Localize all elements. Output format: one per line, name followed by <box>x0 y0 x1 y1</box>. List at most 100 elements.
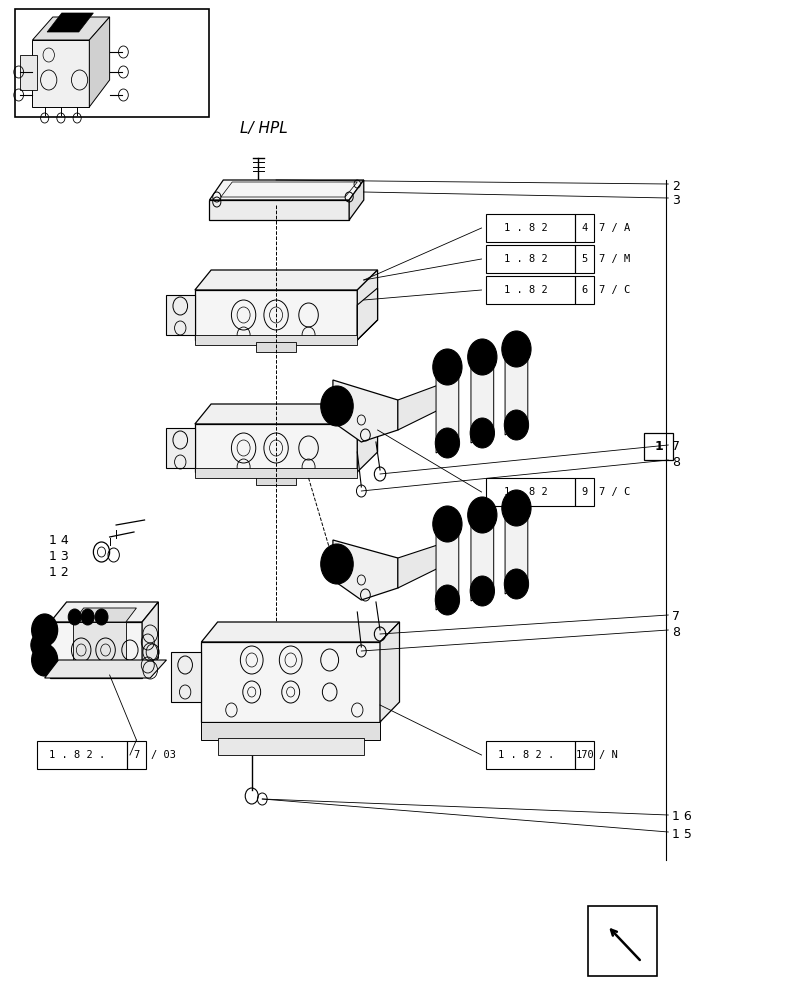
Polygon shape <box>470 347 493 443</box>
Bar <box>574 478 594 506</box>
Circle shape <box>320 544 353 584</box>
Polygon shape <box>504 339 527 435</box>
Polygon shape <box>73 622 126 664</box>
Circle shape <box>432 349 461 385</box>
Polygon shape <box>170 652 201 702</box>
Text: 1 . 8 2: 1 . 8 2 <box>504 254 547 264</box>
Polygon shape <box>195 404 377 424</box>
Circle shape <box>470 418 494 448</box>
Polygon shape <box>166 428 195 468</box>
Polygon shape <box>357 404 377 472</box>
Bar <box>485 741 574 769</box>
Circle shape <box>470 576 494 606</box>
Polygon shape <box>504 498 527 594</box>
Polygon shape <box>470 505 493 601</box>
Polygon shape <box>209 200 349 220</box>
Text: / 03: / 03 <box>151 750 176 760</box>
Polygon shape <box>45 660 166 678</box>
Polygon shape <box>436 357 458 453</box>
Polygon shape <box>47 13 93 32</box>
Text: 7 / A: 7 / A <box>599 223 629 233</box>
Text: 9: 9 <box>581 487 587 497</box>
Circle shape <box>504 569 528 599</box>
Text: 1 . 8 2: 1 . 8 2 <box>504 285 547 295</box>
Bar <box>485 478 574 506</box>
Bar <box>574 276 594 304</box>
Polygon shape <box>397 542 454 588</box>
Text: 1: 1 <box>654 440 662 453</box>
Text: 1 . 8 2 .: 1 . 8 2 . <box>497 750 553 760</box>
Circle shape <box>501 331 530 367</box>
Text: 8: 8 <box>672 456 680 468</box>
Text: 1 3: 1 3 <box>49 550 68 562</box>
Text: 5: 5 <box>581 254 587 264</box>
Polygon shape <box>142 602 158 678</box>
Text: 170: 170 <box>574 750 594 760</box>
Polygon shape <box>50 602 158 622</box>
Text: L/ HPL: L/ HPL <box>239 120 287 135</box>
Text: 8: 8 <box>672 626 680 639</box>
Polygon shape <box>201 622 399 642</box>
Bar <box>485 214 574 242</box>
Circle shape <box>501 490 530 526</box>
Polygon shape <box>32 17 109 40</box>
Bar <box>485 245 574 273</box>
Polygon shape <box>73 608 136 622</box>
Text: 1 2: 1 2 <box>49 566 68 578</box>
Polygon shape <box>195 424 357 472</box>
Polygon shape <box>195 270 377 290</box>
Polygon shape <box>349 180 363 220</box>
Polygon shape <box>89 17 109 107</box>
Text: 7: 7 <box>133 750 139 760</box>
Polygon shape <box>436 514 458 610</box>
Bar <box>643 433 672 460</box>
Polygon shape <box>195 290 357 340</box>
Circle shape <box>81 609 94 625</box>
Circle shape <box>320 386 353 426</box>
Polygon shape <box>50 622 142 678</box>
Polygon shape <box>201 642 380 722</box>
Polygon shape <box>20 55 36 90</box>
Bar <box>127 741 146 769</box>
Bar <box>574 214 594 242</box>
Circle shape <box>435 428 459 458</box>
Text: 1 4: 1 4 <box>49 534 68 546</box>
Circle shape <box>467 339 496 375</box>
Polygon shape <box>333 540 397 600</box>
Text: 3: 3 <box>672 194 680 207</box>
Text: 1 . 8 2: 1 . 8 2 <box>504 487 547 497</box>
Polygon shape <box>195 468 357 478</box>
Polygon shape <box>201 722 380 740</box>
Text: 7 / C: 7 / C <box>599 285 629 295</box>
Circle shape <box>31 633 50 657</box>
Polygon shape <box>333 380 397 442</box>
Circle shape <box>95 609 108 625</box>
Polygon shape <box>209 180 363 200</box>
Text: 6: 6 <box>581 285 587 295</box>
Circle shape <box>68 609 81 625</box>
Polygon shape <box>217 738 363 755</box>
Polygon shape <box>255 342 296 352</box>
Bar <box>485 276 574 304</box>
Bar <box>37 741 127 769</box>
Circle shape <box>435 585 459 615</box>
Polygon shape <box>195 335 357 345</box>
Bar <box>587 906 656 976</box>
Bar <box>15 9 209 117</box>
Text: 1 . 8 2 .: 1 . 8 2 . <box>49 750 105 760</box>
Text: 7 / C: 7 / C <box>599 487 629 497</box>
Text: / N: / N <box>599 750 617 760</box>
Text: 7: 7 <box>672 440 680 454</box>
Text: 1 5: 1 5 <box>672 828 691 840</box>
Bar <box>574 245 594 273</box>
Circle shape <box>432 506 461 542</box>
Polygon shape <box>380 622 399 722</box>
Polygon shape <box>32 40 89 107</box>
Text: 7 / M: 7 / M <box>599 254 629 264</box>
Text: 1 6: 1 6 <box>672 810 691 824</box>
Circle shape <box>504 410 528 440</box>
Text: 1 . 8 2: 1 . 8 2 <box>504 223 547 233</box>
Polygon shape <box>397 382 454 430</box>
Text: 7: 7 <box>672 610 680 624</box>
Polygon shape <box>255 472 296 485</box>
